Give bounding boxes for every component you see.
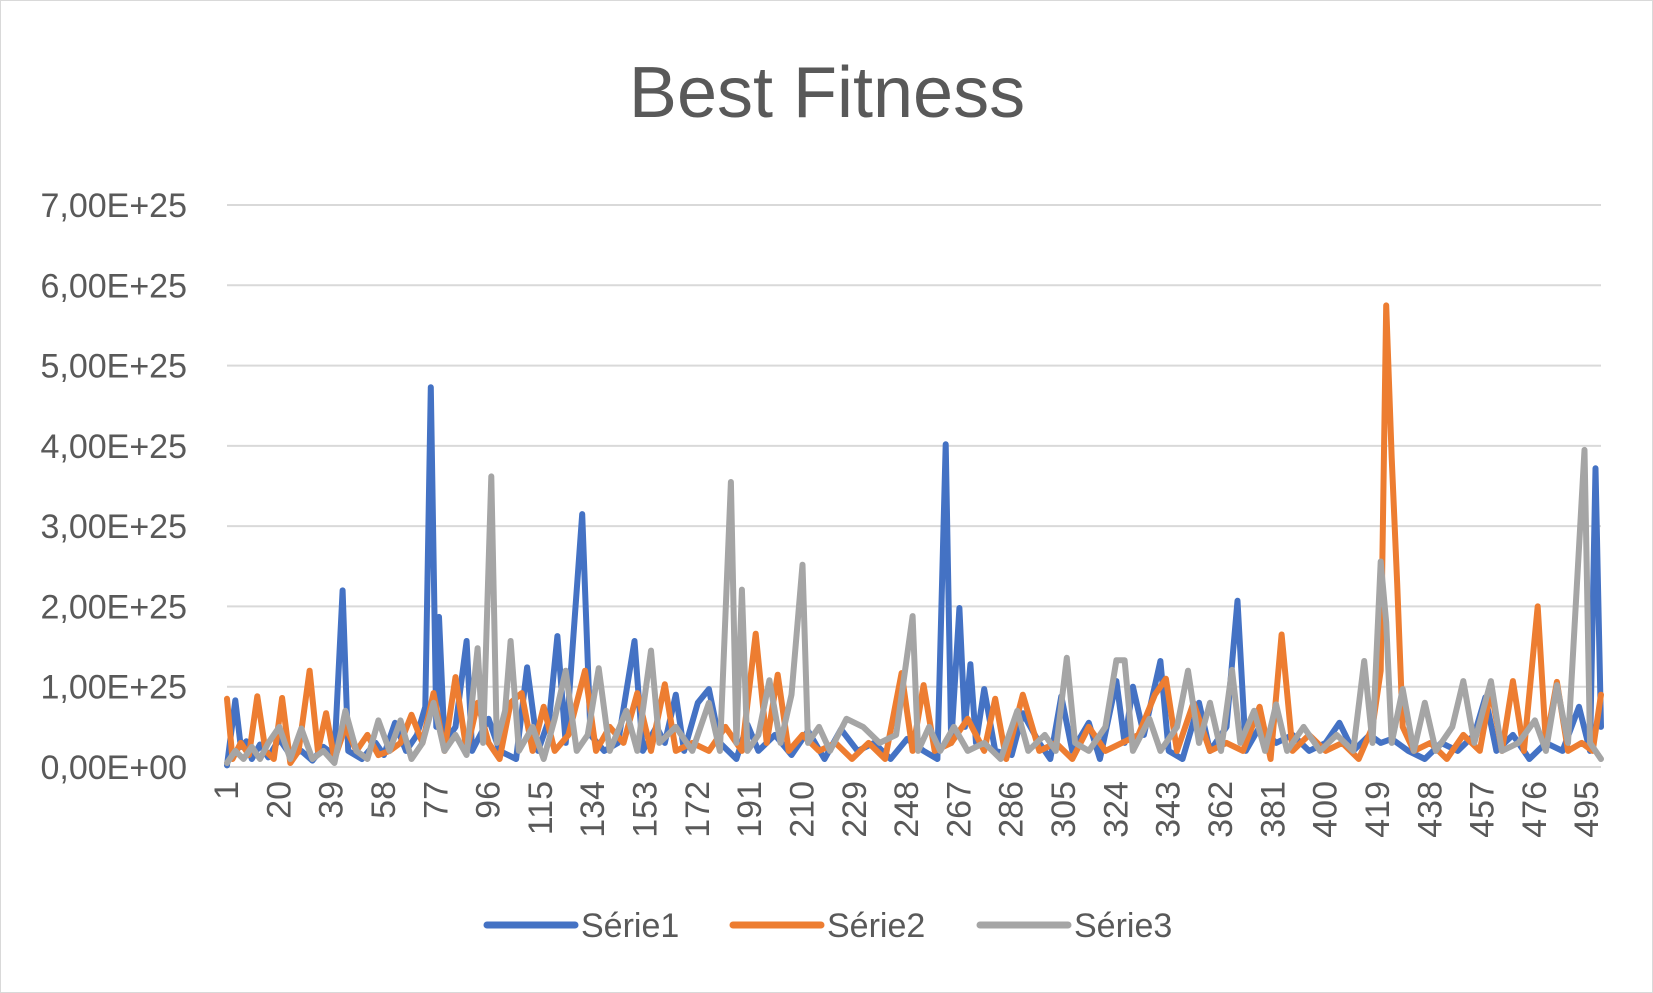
x-tick-label: 172 [679,781,717,838]
x-tick-label: 343 [1150,781,1188,838]
x-axis-tick-labels: 1 20 39 58 77 96 115 134 153 172 191 210 229 248 267 28… [208,781,1606,838]
x-tick-label: 305 [1045,781,1083,838]
x-tick-label: 248 [888,781,926,838]
x-tick-label: 153 [627,781,665,838]
x-tick-label: 362 [1202,781,1240,838]
y-tick-label: 4,00E+25 [40,428,187,466]
x-tick-label: 229 [836,781,874,838]
x-tick-label: 324 [1097,781,1135,838]
x-tick-label: 134 [574,781,612,838]
x-tick-label: 267 [940,781,978,838]
legend-label-2: Série2 [827,907,925,945]
x-tick-label: 419 [1359,781,1397,838]
x-tick-label: 115 [522,781,560,835]
x-tick-label: 1 [208,781,246,800]
x-tick-label: 495 [1568,781,1606,838]
x-tick-label: 476 [1516,781,1554,838]
series-line-3 [224,446,1604,766]
y-tick-label: 2,00E+25 [40,588,187,626]
y-tick-label: 5,00E+25 [40,348,187,386]
legend: Série1 Série2 Série3 [483,907,1172,945]
y-tick-label: 6,00E+25 [40,267,187,305]
x-tick-label: 286 [993,781,1031,838]
y-axis-tick-labels: 0,00E+00 1,00E+25 2,00E+25 3,00E+25 4,00E+25… [40,187,187,787]
x-tick-label: 457 [1464,781,1502,838]
x-tick-label: 210 [783,781,821,838]
x-tick-label: 77 [417,781,455,819]
y-tick-label: 3,00E+25 [40,508,187,546]
y-tick-label: 7,00E+25 [40,187,187,225]
x-tick-label: 20 [260,781,298,819]
x-tick-label: 96 [470,781,508,819]
y-tick-label: 0,00E+00 [40,749,187,787]
x-tick-label: 381 [1254,781,1292,838]
chart-title: Best Fitness [629,53,1025,133]
x-tick-label: 58 [365,781,403,819]
legend-label-1: Série1 [581,907,679,945]
legend-label-3: Série3 [1074,907,1172,945]
x-tick-label: 438 [1411,781,1449,838]
x-tick-label: 400 [1307,781,1345,838]
y-tick-label: 1,00E+25 [40,669,187,707]
x-tick-label: 39 [313,781,351,819]
series-lines [224,302,1604,769]
x-tick-label: 191 [731,781,769,838]
